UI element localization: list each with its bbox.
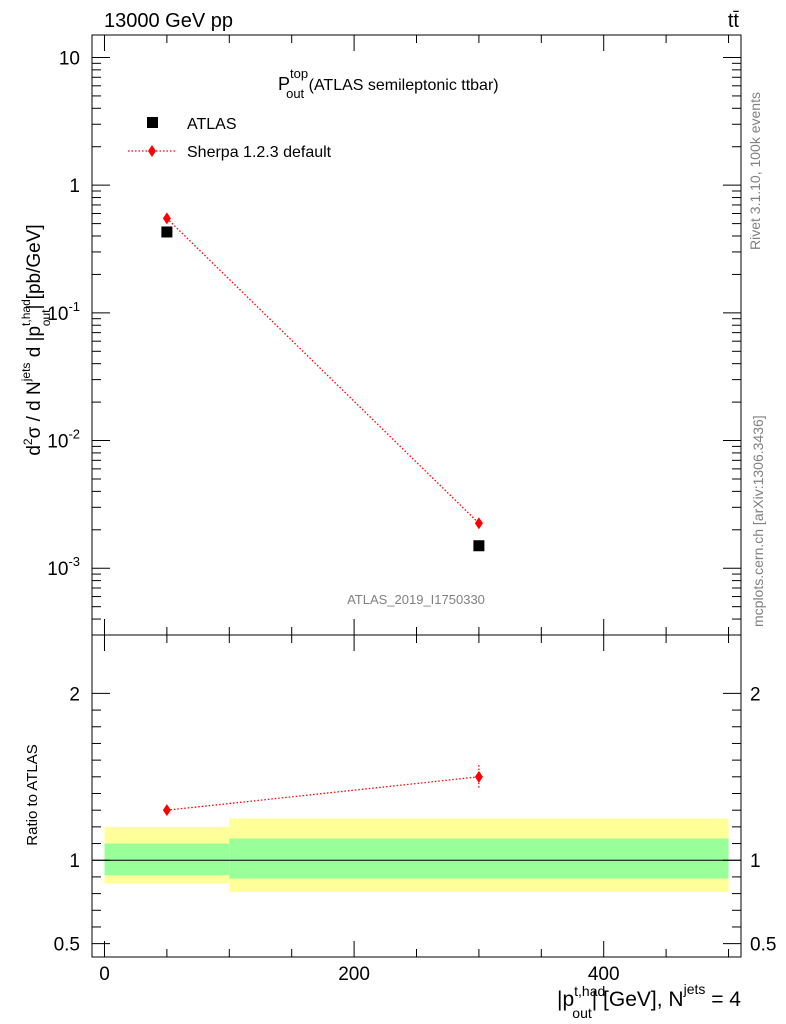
title-superscript: top (290, 66, 308, 81)
ratio-y-tick-label-left: 1 (69, 851, 80, 872)
ratio-y-tick-label-right: 1 (750, 851, 761, 872)
main-y-tick-label: 10-3 (47, 554, 80, 580)
legend: ATLAS Sherpa 1.2.3 default (128, 116, 332, 161)
ratio-y-tick-label-right: 2 (750, 684, 761, 705)
atlas-data-point (161, 226, 173, 238)
legend-sherpa-label: Sherpa 1.2.3 default (187, 144, 332, 161)
ratio-axis-ticks (92, 635, 741, 957)
uncertainty-bands (104, 818, 729, 892)
rivet-version-label: Rivet 3.1.10, 100k events (747, 92, 763, 250)
main-y-tick-label: 1 (69, 176, 80, 197)
ratio-y-axis-label: Ratio to ATLAS (24, 744, 41, 845)
sherpa-data-point (474, 517, 483, 530)
ratio-y-tick-label-left: 0.5 (54, 935, 80, 956)
inner-uncertainty-band (229, 838, 729, 879)
analysis-reference-label: ATLAS_2019_I1750330 (347, 592, 485, 607)
ratio-y-tick-label-right: 0.5 (750, 935, 776, 956)
main-y-tick-label: 10 (59, 48, 80, 69)
sherpa-data-point (162, 212, 171, 225)
mcplots-source-label: mcplots.cern.ch [arXiv:1306.3436] (750, 415, 766, 627)
x-tick-label: 400 (588, 964, 620, 985)
main-y-axis-label: d2σ / d Njets d |pt,had out| [pb/GeV] (19, 224, 53, 455)
x-tick-label: 200 (338, 964, 370, 985)
main-axis-ticks (92, 35, 741, 636)
x-tick-label: 0 (99, 964, 110, 985)
legend-atlas-label: ATLAS (187, 116, 237, 133)
plot-title: Ptop out (ATLAS semileptonic ttbar) (278, 66, 499, 101)
inner-uncertainty-band (104, 843, 230, 876)
legend-sherpa-marker (148, 145, 156, 157)
ratio-sherpa-point (162, 804, 171, 817)
x-axis-label: |pt,had out| [GeV], Njets = 4 (557, 981, 741, 1021)
title-rest: (ATLAS semileptonic ttbar) (304, 77, 498, 94)
ratio-sherpa-line (166, 776, 479, 811)
ratio-sherpa-point (474, 770, 483, 783)
ratio-frame (91, 634, 742, 958)
legend-atlas-marker (147, 117, 158, 128)
process-label: tt̄ (728, 10, 740, 32)
sherpa-line (166, 217, 480, 524)
title-subscript: out (286, 86, 304, 101)
title-main: P (278, 74, 290, 94)
ratio-y-tick-label-left: 2 (69, 684, 80, 705)
main-data-marks (161, 212, 485, 552)
main-y-tick-labels: 10 1 10-1 10-2 10-3 (47, 48, 80, 580)
main-y-tick-label: 10-2 (47, 427, 80, 453)
atlas-data-point (473, 540, 485, 552)
energy-label: 13000 GeV pp (104, 10, 233, 32)
ratio-panel: 0.5 0.5 1 1 2 2 0 200 400 Ratio to ATLAS |pt,had… (24, 634, 777, 1021)
ratio-data-marks (162, 765, 483, 817)
main-panel: 10 1 10-1 10-2 10-3 Ptop out (ATLAS semilepto… (19, 34, 742, 636)
main-y-tick-label: 10-1 (47, 299, 80, 325)
ratio-tick-labels: 0.5 0.5 1 1 2 2 0 200 400 (54, 684, 777, 985)
